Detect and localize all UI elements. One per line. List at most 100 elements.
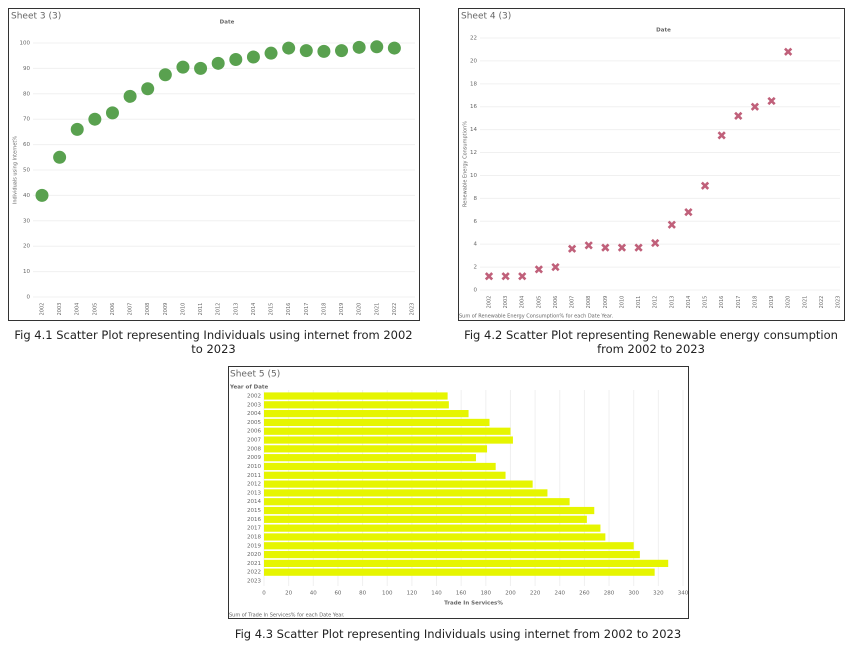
y-header: Year of Date	[229, 385, 269, 391]
x-tick-label: 2004	[75, 303, 81, 316]
point	[194, 61, 208, 75]
x-tick-label: 240	[555, 591, 566, 597]
sheet-title: Sheet 3 (3)	[11, 12, 61, 22]
y-tick-label: 2014	[247, 499, 261, 505]
y-tick-label: 2003	[247, 402, 261, 408]
chart-frame	[458, 8, 845, 321]
sheet-title: Sheet 4 (3)	[461, 12, 511, 22]
y-tick-label: 80	[23, 91, 30, 97]
x-tick-label: 320	[653, 591, 664, 597]
point	[518, 272, 527, 281]
footer-note: Sum of Trade In Services% for each Date …	[229, 613, 345, 619]
y-tick-label: 8	[474, 196, 478, 202]
x-tick-label: 260	[579, 591, 590, 597]
point	[335, 44, 349, 58]
x-tick-label: 80	[359, 591, 366, 597]
point	[387, 41, 401, 55]
x-tick-label: 2019	[339, 303, 345, 316]
x-header: Date	[656, 28, 671, 34]
bar	[264, 436, 513, 444]
point	[158, 68, 172, 82]
y-tick-label: 40	[23, 193, 30, 199]
bar	[264, 471, 506, 479]
y-tick-label: 2	[474, 265, 478, 271]
y-tick-label: 2021	[247, 561, 261, 567]
x-tick-label: 2011	[636, 296, 642, 309]
x-tick-label: 2002	[40, 303, 46, 316]
point	[651, 238, 660, 248]
point	[617, 243, 627, 252]
y-tick-label: 22	[470, 36, 477, 42]
y-tick-label: 4	[474, 242, 478, 248]
point	[634, 243, 643, 252]
x-tick-label: 2008	[586, 296, 592, 309]
x-tick-label: 2020	[357, 303, 363, 316]
x-tick-label: 2009	[603, 296, 609, 309]
x-tick-label: 2019	[769, 296, 775, 309]
x-tick-label: 100	[382, 591, 393, 597]
chart-frame	[8, 8, 420, 321]
x-tick-label: 120	[407, 591, 418, 597]
x-tick-label: 2011	[198, 303, 204, 316]
point	[352, 40, 366, 54]
y-tick-label: 60	[23, 142, 30, 148]
y-tick-label: 18	[470, 81, 477, 87]
y-tick-label: 2007	[247, 438, 261, 444]
bar	[264, 445, 488, 453]
bar	[264, 542, 634, 550]
bar	[264, 489, 548, 497]
point	[370, 40, 384, 54]
y-axis-label: Renewable Energy Consumption%	[463, 121, 469, 207]
y-tick-label: 70	[23, 117, 30, 123]
x-tick-label: 2016	[286, 303, 292, 316]
y-tick-label: 2012	[247, 482, 261, 488]
y-tick-label: 2010	[247, 464, 261, 470]
y-tick-label: 2020	[247, 552, 261, 558]
x-tick-label: 2021	[802, 296, 808, 309]
x-tick-label: 2022	[392, 303, 398, 316]
y-tick-label: 30	[23, 218, 30, 224]
y-tick-label: 6	[474, 219, 478, 225]
bar	[264, 480, 533, 488]
bar	[264, 515, 587, 523]
sheet-title: Sheet 5 (5)	[230, 370, 280, 380]
y-tick-label: 10	[23, 269, 30, 275]
point	[484, 272, 494, 281]
x-axis-label: Trade In Services%	[444, 601, 503, 607]
point	[211, 56, 225, 70]
x-tick-label: 2015	[703, 296, 709, 309]
x-tick-label: 2012	[653, 296, 659, 309]
bar	[264, 392, 448, 400]
point	[105, 106, 119, 120]
y-tick-label: 2023	[247, 579, 261, 585]
x-tick-label: 2020	[786, 296, 792, 309]
bar	[264, 498, 570, 506]
point	[700, 181, 710, 190]
y-tick-label: 2004	[247, 411, 261, 417]
point	[734, 111, 743, 121]
y-tick-label: 2005	[247, 420, 261, 426]
x-tick-label: 2008	[145, 303, 151, 316]
point	[567, 244, 577, 253]
bar	[264, 427, 511, 435]
figure-caption: Fig 4.3 Scatter Plot representing Indivi…	[234, 627, 682, 641]
x-header: Date	[220, 20, 235, 26]
point	[35, 188, 49, 202]
point	[53, 150, 67, 164]
x-tick-label: 20	[285, 591, 292, 597]
x-tick-label: 40	[310, 591, 317, 597]
figure-caption: Fig 4.2 Scatter Plot representing Renewa…	[464, 328, 838, 356]
point	[667, 220, 676, 229]
bar	[264, 568, 655, 576]
x-tick-label: 2017	[304, 303, 310, 316]
x-tick-label: 2002	[487, 296, 493, 309]
point	[584, 241, 593, 250]
figure-caption: Fig 4.1 Scatter Plot representing Indivi…	[14, 328, 413, 356]
bar	[264, 506, 595, 515]
y-tick-label: 2011	[247, 473, 261, 479]
x-tick-label: 2006	[553, 296, 559, 309]
bar	[264, 410, 469, 418]
y-tick-label: 0	[474, 288, 478, 294]
